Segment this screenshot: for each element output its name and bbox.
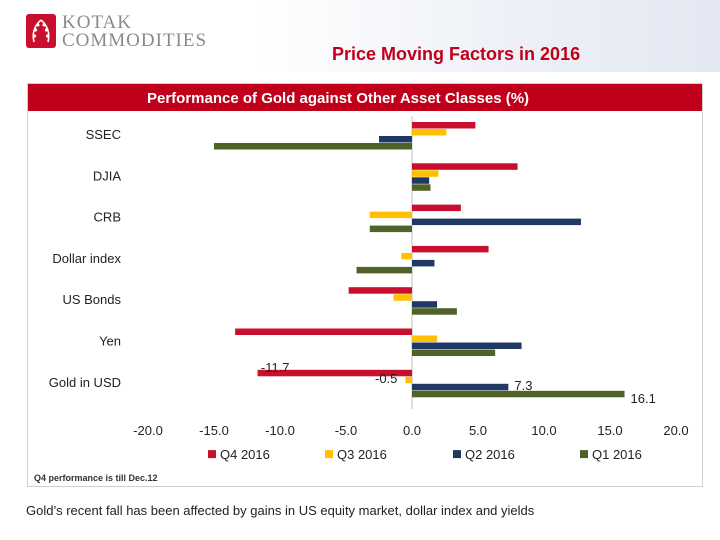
bar-crb-q3-2016 (369, 211, 412, 219)
data-label-gold-in-usd-q2-2016: 7.3 (514, 378, 532, 393)
bar-dollar-index-q1-2016 (356, 266, 412, 274)
data-label-gold-in-usd-q3-2016: -0.5 (375, 371, 397, 386)
bar-yen-q3-2016 (412, 335, 438, 342)
legend-label-q1-2016: Q1 2016 (592, 447, 642, 462)
bar-ssec-q2-2016 (379, 136, 412, 143)
legend-label-q2-2016: Q2 2016 (465, 447, 515, 462)
bar-dollar-index-q4-2016 (412, 245, 489, 253)
slide-caption: Gold’s recent fall has been affected by … (26, 503, 535, 518)
legend-swatch-q4-2016 (208, 450, 216, 459)
bar-ssec-q4-2016 (412, 122, 476, 129)
chart-title: Performance of Gold against Other Asset … (147, 90, 529, 107)
data-label-gold-in-usd-q4-2016: -11.7 (261, 360, 290, 375)
bar-yen-q2-2016 (412, 342, 522, 349)
bar-djia-q1-2016 (412, 184, 431, 191)
category-label-djia: DJIA (93, 168, 122, 183)
slide-title: Price Moving Factors in 2016 (332, 44, 581, 64)
bar-chart: Performance of Gold against Other Asset … (28, 84, 702, 462)
legend-label-q3-2016: Q3 2016 (337, 447, 387, 462)
legend-swatch-q2-2016 (453, 450, 461, 459)
legend-label-q4-2016: Q4 2016 (220, 447, 270, 462)
bar-crb-q1-2016 (369, 225, 412, 233)
bar-ssec-q1-2016 (214, 143, 412, 150)
chart-frame: Performance of Gold against Other Asset … (27, 83, 703, 487)
laurel-logo-icon (26, 14, 56, 48)
bar-djia-q4-2016 (412, 163, 518, 170)
bar-dollar-index-q3-2016 (401, 252, 412, 260)
bar-crb-q4-2016 (412, 204, 461, 212)
bar-us-bonds-q2-2016 (412, 301, 438, 308)
bar-gold-in-usd-q3-2016 (405, 376, 412, 384)
bar-us-bonds-q4-2016 (348, 287, 412, 294)
bar-us-bonds-q3-2016 (393, 294, 412, 301)
data-label-gold-in-usd-q1-2016: 16.1 (631, 391, 656, 406)
bar-djia-q2-2016 (412, 177, 430, 184)
logo-text: KOTAK COMMODITIES (62, 12, 208, 51)
legend-swatch-q1-2016 (580, 450, 588, 459)
bar-gold-in-usd-q4-2016 (257, 369, 412, 377)
logo-line-2: COMMODITIES (62, 30, 208, 51)
legend-swatch-q3-2016 (325, 450, 333, 459)
logo-line-1: KOTAK (62, 12, 132, 33)
bar-gold-in-usd-q1-2016 (412, 390, 625, 398)
bar-crb-q2-2016 (412, 218, 581, 226)
x-tick-label-6: 10.0 (531, 423, 556, 438)
chart-note: Q4 performance is till Dec.12 (34, 473, 158, 483)
x-tick-label-2: -10.0 (265, 423, 295, 438)
bar-ssec-q3-2016 (412, 129, 447, 136)
x-tick-label-3: -5.0 (335, 423, 357, 438)
category-label-yen: Yen (99, 334, 121, 349)
company-logo: KOTAK COMMODITIES (26, 12, 236, 54)
bar-gold-in-usd-q2-2016 (412, 383, 509, 391)
category-label-gold-in-usd: Gold in USD (49, 375, 121, 390)
bar-us-bonds-q1-2016 (412, 308, 457, 315)
x-tick-label-5: 5.0 (469, 423, 487, 438)
header-band (0, 0, 720, 72)
category-label-us-bonds: US Bonds (62, 292, 121, 307)
x-tick-label-4: 0.0 (403, 423, 421, 438)
chart-title-bar (28, 84, 702, 111)
x-tick-label-1: -15.0 (199, 423, 229, 438)
x-tick-label-7: 15.0 (597, 423, 622, 438)
bar-djia-q3-2016 (412, 170, 439, 177)
category-label-crb: CRB (94, 210, 121, 225)
category-label-ssec: SSEC (86, 127, 121, 142)
category-label-dollar-index: Dollar index (52, 251, 121, 266)
x-tick-label-0: -20.0 (133, 423, 163, 438)
bar-dollar-index-q2-2016 (412, 259, 435, 267)
bar-yen-q1-2016 (412, 349, 496, 356)
x-tick-label-8: 20.0 (663, 423, 688, 438)
bar-yen-q4-2016 (235, 328, 412, 335)
